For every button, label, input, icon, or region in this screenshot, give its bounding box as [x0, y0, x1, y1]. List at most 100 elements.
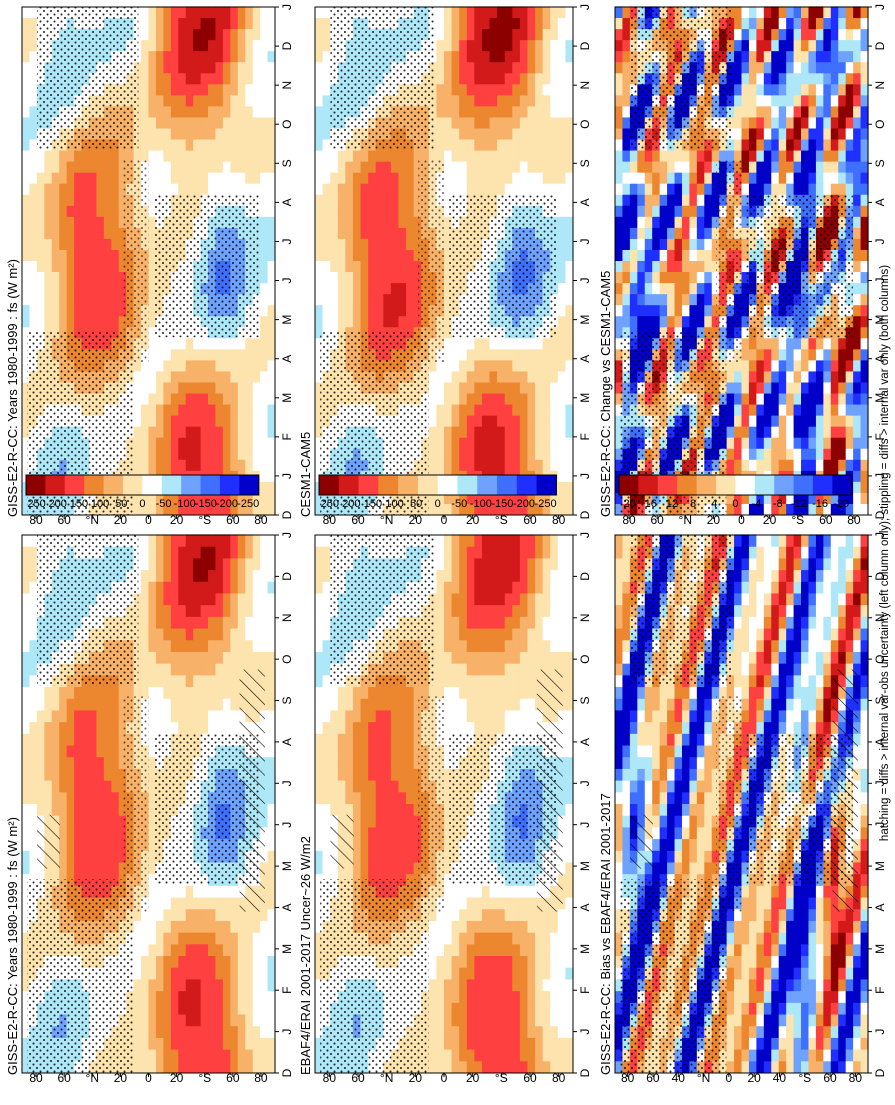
heatmap-cell — [103, 768, 112, 781]
heatmap-cell — [170, 17, 179, 30]
heatmap-cell — [444, 885, 453, 898]
heatmap-cell — [170, 105, 179, 118]
heatmap-cell — [185, 6, 194, 19]
heatmap-cell — [260, 990, 269, 1003]
heatmap-cell — [208, 448, 217, 460]
heatmap-cell — [489, 604, 498, 617]
heatmap-cell — [527, 592, 536, 606]
heatmap-cell — [222, 932, 231, 945]
heatmap-cell — [163, 569, 172, 582]
heatmap-cell — [230, 337, 239, 350]
heatmap-cell — [504, 503, 513, 515]
heatmap-cell — [368, 815, 377, 828]
heatmap-cell — [260, 116, 269, 129]
heatmap-cell — [260, 194, 269, 206]
heatmap-cell — [260, 592, 269, 606]
heatmap-cell — [527, 920, 536, 933]
heatmap-cell — [444, 896, 453, 910]
heatmap-cell — [155, 50, 164, 63]
heatmap-cell — [222, 161, 231, 173]
heatmap-cell — [245, 604, 254, 617]
heatmap-cell — [141, 604, 150, 617]
heatmap-cell — [148, 546, 157, 559]
heatmap-cell — [29, 651, 38, 664]
heatmap-cell — [208, 1060, 217, 1073]
heatmap-cell — [215, 39, 224, 52]
heatmap-cell — [252, 403, 261, 416]
heatmap-cell — [230, 943, 239, 957]
heatmap-cell — [267, 592, 276, 606]
heatmap-cell — [133, 990, 142, 1003]
heatmap-cell — [237, 415, 246, 427]
heatmap-cell — [185, 885, 194, 898]
heatmap-cell — [170, 1002, 179, 1015]
heatmap-cell — [565, 569, 574, 582]
heatmap-cell — [542, 651, 551, 664]
heatmap-cell — [489, 1048, 498, 1062]
heatmap-cell — [193, 581, 202, 594]
heatmap-cell — [230, 1025, 239, 1038]
heatmap-cell — [59, 779, 68, 793]
heatmap-cell — [193, 721, 202, 734]
heatmap-cell — [383, 744, 392, 758]
heatmap-cell — [29, 861, 38, 875]
heatmap-cell — [451, 1048, 460, 1062]
heatmap-cell — [315, 733, 324, 746]
heatmap-cell — [474, 686, 483, 699]
heatmap-cell — [497, 557, 506, 571]
heatmap-cell — [81, 216, 90, 228]
heatmap-cell — [436, 616, 445, 629]
heatmap-cell — [542, 920, 551, 933]
heatmap-cell — [260, 282, 269, 295]
heatmap-cell — [29, 674, 38, 688]
heatmap-cell — [436, 534, 445, 547]
heatmap-cell — [22, 216, 31, 228]
heatmap-cell — [29, 733, 38, 746]
heatmap-cell — [245, 39, 254, 52]
heatmap-cell — [466, 503, 475, 515]
heatmap-cell — [111, 161, 120, 173]
heatmap-cell — [141, 503, 150, 515]
heatmap-cell — [222, 392, 231, 405]
heatmap-cell — [74, 304, 83, 317]
heatmap-cell — [557, 1048, 567, 1062]
heatmap-cell — [489, 943, 498, 957]
heatmap-cell — [215, 639, 224, 652]
heatmap-cell — [74, 826, 83, 840]
heatmap-cell — [237, 172, 246, 184]
heatmap-cell — [428, 943, 438, 957]
heatmap-cell — [51, 271, 60, 284]
heatmap-cell — [185, 94, 194, 107]
heatmap-cell — [444, 920, 453, 933]
heatmap-cell — [459, 534, 468, 547]
heatmap-cell — [185, 161, 194, 173]
heatmap-cell — [352, 826, 362, 840]
heatmap-cell — [322, 721, 331, 734]
heatmap-cell — [66, 768, 75, 781]
heatmap-cell — [237, 581, 246, 594]
heatmap-cell — [74, 315, 83, 328]
heatmap-cell — [200, 1037, 209, 1050]
heatmap-cell — [51, 194, 60, 206]
heatmap-cell — [215, 448, 224, 460]
heatmap-cell — [148, 50, 157, 63]
heatmap-cell — [215, 885, 224, 898]
heatmap-cell — [436, 990, 445, 1003]
heatmap-cell — [230, 61, 239, 74]
heatmap-cell — [565, 815, 574, 828]
heatmap-cell — [200, 415, 209, 427]
heatmap-cell — [44, 282, 53, 295]
heatmap-cell — [550, 978, 559, 992]
heatmap-cell — [557, 627, 567, 641]
heatmap-cell — [474, 674, 483, 688]
heatmap-cell — [44, 744, 53, 758]
heatmap-cell — [267, 803, 276, 816]
heatmap-cell — [398, 744, 407, 758]
heatmap-cell — [390, 803, 400, 816]
heatmap-cell — [178, 709, 187, 723]
heatmap-cell — [352, 803, 362, 816]
heatmap-cell — [66, 172, 75, 184]
heatmap-cell — [222, 908, 231, 921]
heatmap-cell — [315, 721, 324, 734]
heatmap-cell — [200, 39, 209, 52]
